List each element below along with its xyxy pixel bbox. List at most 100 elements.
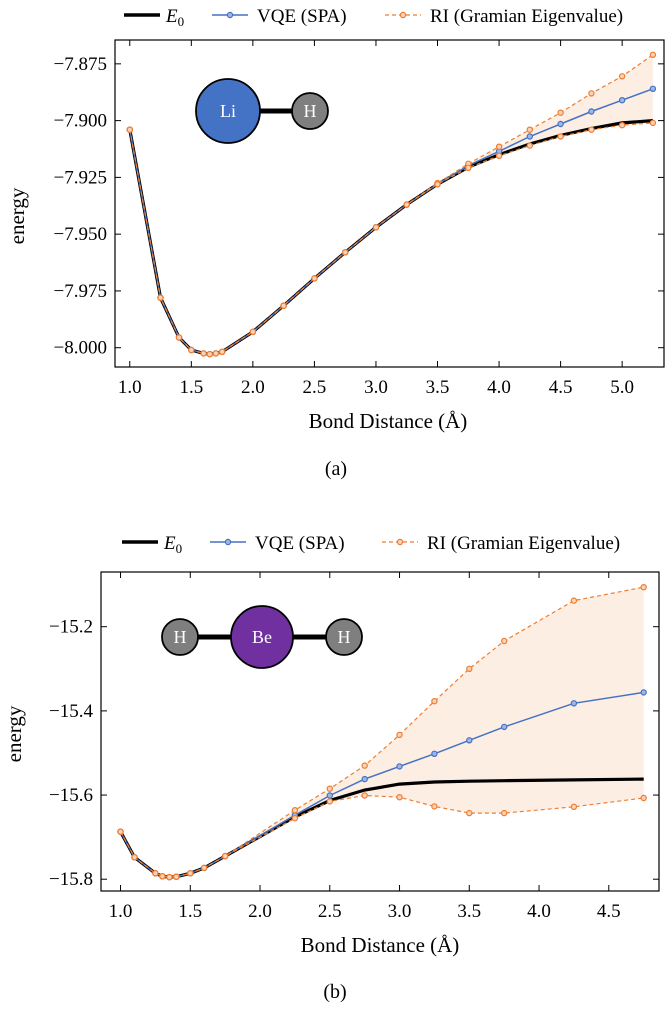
- y-tick-label: −7.925: [54, 167, 107, 188]
- vqe-point: [649, 85, 657, 93]
- ri-lower-point: [152, 870, 159, 877]
- atom-h: [291, 92, 329, 130]
- x-tick-label: 3.5: [426, 377, 450, 398]
- ri-upper-point: [588, 90, 595, 97]
- axes-frame: [100, 571, 660, 892]
- x-axis-label-b: Bond Distance (Å): [301, 933, 460, 957]
- ri-lower-point: [280, 302, 287, 309]
- ri-lower-point: [526, 142, 534, 149]
- vqe-point: [396, 763, 403, 770]
- ri-lower-point: [166, 873, 173, 881]
- ri-lower-point: [200, 864, 208, 872]
- y-tick-label: −15.4: [49, 701, 93, 722]
- x-tick-label: 1.5: [179, 377, 203, 398]
- legend-label-exact: E0: [163, 533, 182, 556]
- legend-b: E0 VQE (SPA) RI (Gramian Eigenvalue): [122, 533, 620, 556]
- vqe-point: [431, 750, 438, 758]
- ri-lower-point: [361, 792, 368, 799]
- ri-upper-point: [495, 143, 503, 150]
- molecule-lih: Li H: [195, 78, 329, 144]
- ri-lower-point: [173, 873, 180, 880]
- ri-lower-point: [618, 121, 626, 129]
- atom-label-li: Li: [220, 101, 236, 121]
- series-ri-lower-line: [129, 122, 653, 355]
- ri-upper-point: [526, 126, 534, 133]
- ri-lower-point: [175, 334, 183, 341]
- x-tick-label: 3.0: [364, 377, 388, 398]
- ri-lower-point: [342, 249, 349, 256]
- axes-frame: [114, 39, 665, 368]
- x-tick-label: 2.5: [303, 377, 327, 398]
- legend-swatch-vqe: [212, 11, 248, 19]
- panel-b: E0 VQE (SPA) RI (Gramian Eigenvalue) 1.0…: [2, 533, 660, 1003]
- ri-upper-point: [570, 597, 578, 604]
- ri-upper-point: [618, 73, 626, 80]
- atom-label-h: H: [304, 101, 317, 121]
- vqe-point: [326, 792, 333, 799]
- y-tick-label: −7.975: [54, 281, 107, 302]
- ri-lower-point: [396, 794, 403, 801]
- atom-be: [230, 605, 294, 669]
- series-ri-lower-line: [119, 794, 644, 878]
- y-tick-label: −15.8: [49, 869, 93, 890]
- vqe-point: [526, 133, 534, 140]
- x-tick-label: 4.0: [487, 377, 511, 398]
- ri-upper-point: [326, 785, 333, 792]
- vqe-point: [557, 120, 564, 128]
- legend-swatch-vqe: [210, 538, 246, 546]
- legend-label-vqe: VQE (SPA): [257, 6, 347, 27]
- ri-lower-point: [501, 809, 508, 817]
- x-tick-label: 4.0: [527, 901, 551, 922]
- ri-upper-point: [396, 731, 403, 739]
- y-axis-label-a: energy: [5, 187, 29, 244]
- legend-label-ri: RI (Gramian Eigenvalue): [430, 6, 623, 27]
- vqe-point: [618, 96, 626, 104]
- ri-upper-point: [557, 109, 564, 116]
- ri-lower-point: [649, 119, 657, 127]
- ri-lower-point: [495, 152, 503, 159]
- ri-lower-point: [588, 126, 595, 133]
- ri-lower-point: [212, 350, 220, 357]
- panel-a: E0 VQE (SPA) RI (Gramian Eigenvalue) 1.0…: [5, 6, 665, 480]
- vqe-point: [501, 723, 508, 731]
- ri-lower-point: [117, 828, 124, 835]
- ri-lower-point: [465, 164, 472, 171]
- legend-label-ri: RI (Gramian Eigenvalue): [427, 533, 620, 554]
- x-axis-label-a: Bond Distance (Å): [309, 409, 468, 433]
- ri-lower-point: [188, 346, 195, 354]
- ri-lower-point: [403, 201, 410, 208]
- ri-lower-point: [372, 224, 380, 231]
- x-tick-label: 1.0: [109, 901, 133, 922]
- y-axis-label-b: energy: [2, 705, 26, 762]
- x-tick-label: 1.0: [118, 377, 142, 398]
- ri-lower-point: [640, 794, 647, 802]
- x-tick-label: 2.0: [241, 377, 265, 398]
- atom-h-left: [161, 618, 199, 656]
- vqe-point: [588, 108, 595, 115]
- ri-lower-point: [200, 350, 207, 357]
- molecule-beh2: H Be H: [161, 605, 363, 669]
- ri-upper-point: [640, 584, 647, 591]
- ri-upper-point: [291, 807, 299, 814]
- vqe-point: [570, 700, 578, 707]
- vqe-point: [361, 775, 368, 783]
- ri-upper-point: [649, 51, 657, 59]
- plot-area: 1.0 1.5 2.0 2.5 3.0 3.5 4.0 4.5 5.0 −7.875 −7.900 −…: [54, 39, 665, 398]
- y-tick-label: −15.2: [49, 617, 93, 638]
- y-tick-label: −7.875: [54, 54, 107, 75]
- ri-band: [120, 587, 644, 878]
- series-exact-line: [128, 119, 654, 356]
- x-tick-label: 5.0: [610, 377, 634, 398]
- legend-swatch-ri: [385, 11, 421, 19]
- x-tick-label: 2.5: [318, 901, 342, 922]
- atom-li: [195, 78, 261, 144]
- y-tick-label: −8.000: [54, 338, 107, 359]
- ri-lower-point: [187, 870, 194, 877]
- ri-upper-point: [466, 665, 473, 673]
- atom-label-h-right: H: [338, 627, 351, 647]
- legend-a: E0 VQE (SPA) RI (Gramian Eigenvalue): [124, 6, 623, 29]
- legend-label-vqe: VQE (SPA): [255, 533, 345, 554]
- ri-lower-point: [434, 180, 441, 188]
- legend-label-exact: E0: [165, 6, 184, 29]
